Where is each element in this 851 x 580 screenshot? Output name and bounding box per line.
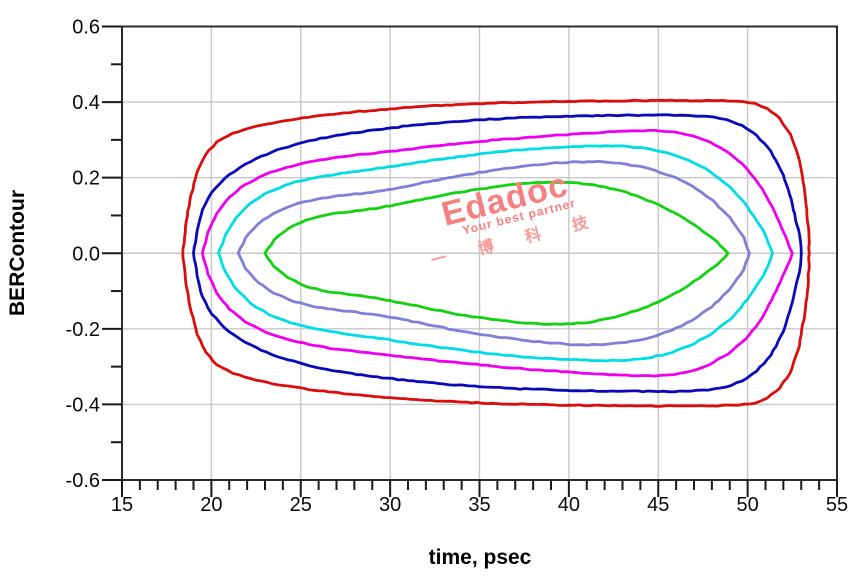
tick-labels: 15 20 25 30 35 40 45 50 55 0.6 0.4 0.2 0.0 -0.2 -0.4 -0… xyxy=(66,17,849,517)
x-axis-title: time, psec xyxy=(429,546,532,569)
x-tick-label: 50 xyxy=(737,494,759,516)
x-tick-label: 45 xyxy=(647,494,669,516)
y-axis-title: BERContour xyxy=(6,190,29,316)
contour-1-outermost xyxy=(181,98,811,408)
contour-4 xyxy=(217,144,774,363)
y-tick-label: -0.6 xyxy=(66,470,100,492)
y-tick-label: 0.6 xyxy=(72,17,100,39)
contour-curves xyxy=(181,98,811,408)
y-tick-label: 0.4 xyxy=(72,92,100,114)
y-tick-label: 0.0 xyxy=(72,243,100,265)
contour-5 xyxy=(236,159,751,347)
y-tick-label: 0.2 xyxy=(72,168,100,190)
x-tick-label: 40 xyxy=(558,494,580,516)
x-tick-label: 15 xyxy=(111,494,133,516)
contour-6-innermost xyxy=(263,180,730,326)
x-tick-label: 20 xyxy=(200,494,222,516)
x-tick-label: 30 xyxy=(379,494,401,516)
x-tick-label: 55 xyxy=(826,494,848,516)
contour-3 xyxy=(201,129,794,378)
gridlines xyxy=(122,26,837,480)
x-tick-label: 25 xyxy=(290,494,312,516)
x-tick-label: 35 xyxy=(468,494,490,516)
contour-2 xyxy=(192,113,803,394)
axes-and-ticks xyxy=(102,25,838,497)
y-tick-label: -0.4 xyxy=(66,394,100,416)
y-tick-label: -0.2 xyxy=(66,319,100,341)
